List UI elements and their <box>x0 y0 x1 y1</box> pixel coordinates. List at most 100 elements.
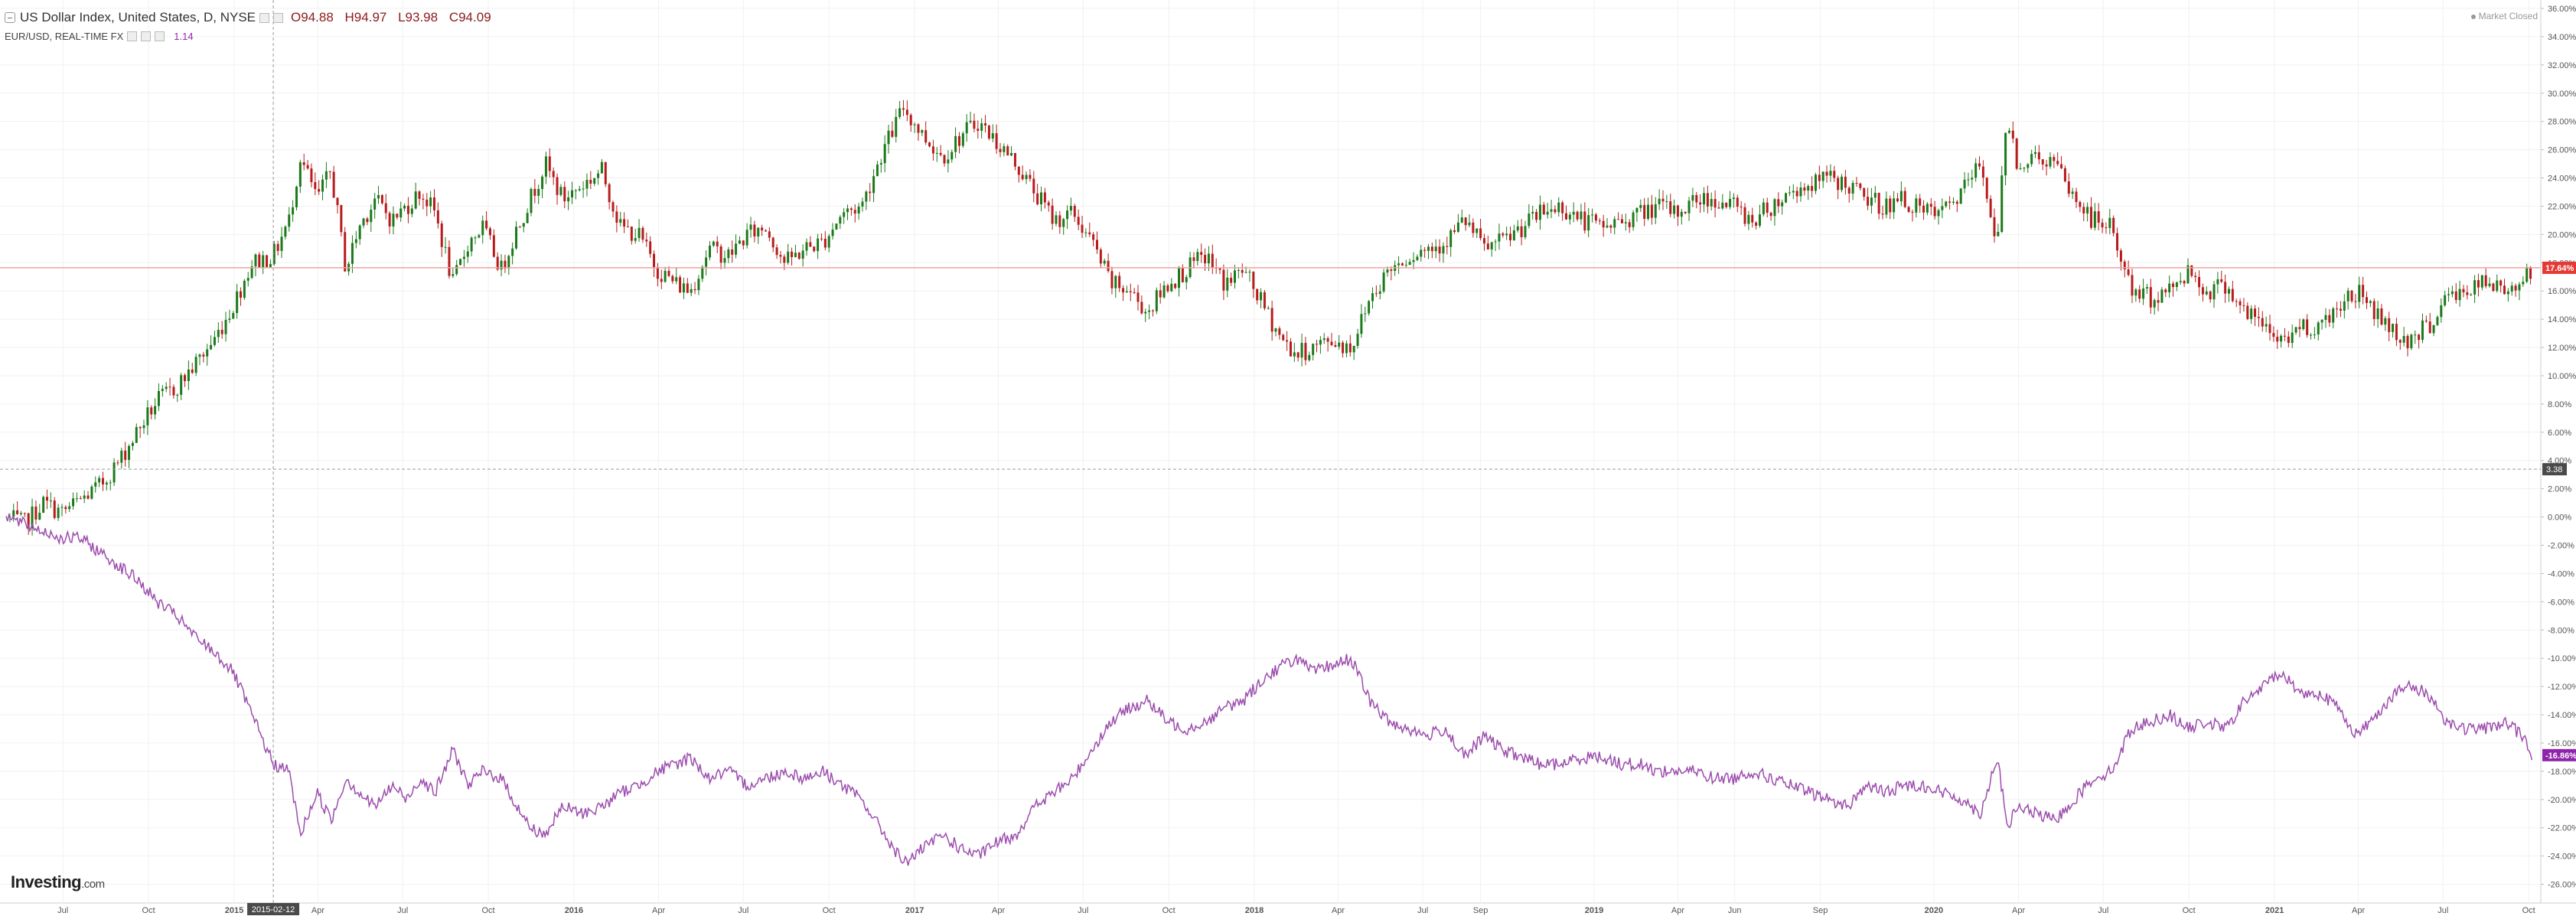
candle <box>1430 242 1433 259</box>
candle <box>727 246 730 263</box>
x-tick-label: Jul <box>397 906 408 915</box>
candle-body <box>1345 343 1348 354</box>
candle <box>1479 218 1482 241</box>
candle-body <box>1055 215 1058 224</box>
candle-body <box>1427 246 1430 251</box>
candle-body <box>2123 261 2126 270</box>
settings-icon[interactable] <box>259 12 270 23</box>
candle-body <box>1204 255 1207 264</box>
candle-body <box>422 198 425 200</box>
candle <box>280 227 283 259</box>
candle <box>1170 278 1173 292</box>
candle-body <box>2004 132 2007 176</box>
main-series-legend[interactable]: US Dollar Index, United States, D, NYSE … <box>5 8 499 28</box>
candle <box>1449 228 1453 257</box>
candle-body <box>947 159 950 164</box>
candle <box>466 246 469 263</box>
candle-body <box>2172 283 2175 288</box>
chart-overlays <box>0 0 2541 903</box>
eye-icon[interactable] <box>141 31 152 41</box>
candle <box>1021 165 1024 181</box>
candle <box>1416 254 1419 262</box>
candle <box>2250 305 2253 324</box>
candle-body <box>1103 260 1106 264</box>
candle <box>931 139 934 161</box>
candle <box>2231 280 2234 303</box>
candle <box>436 202 439 229</box>
candle <box>2432 324 2435 337</box>
candle <box>1505 227 1508 240</box>
candle-body <box>563 187 566 202</box>
candle-body <box>496 256 499 270</box>
candle-body <box>351 243 354 264</box>
candle <box>961 131 964 148</box>
candle-body <box>150 407 153 415</box>
eye-icon[interactable] <box>273 12 284 23</box>
candle-body <box>1564 213 1567 220</box>
candle-body <box>1855 183 1858 184</box>
candle-body <box>794 253 797 257</box>
close-icon[interactable] <box>155 31 165 41</box>
candle <box>883 135 886 173</box>
candle-body <box>1673 205 1676 214</box>
candle-body <box>1821 171 1824 181</box>
candle <box>292 200 295 222</box>
candle <box>660 269 663 289</box>
candle <box>690 283 693 297</box>
candle <box>987 124 990 141</box>
candle-body <box>128 445 131 460</box>
candle <box>2138 285 2141 303</box>
candle-body <box>124 450 127 460</box>
candle <box>1873 186 1877 204</box>
candle-body <box>280 236 283 251</box>
candle-body <box>2291 332 2294 344</box>
candle-body <box>1557 202 1560 213</box>
brand-logo: Investing.com <box>11 872 105 892</box>
candle-body <box>1278 328 1281 335</box>
collapse-toggle-icon[interactable] <box>5 12 15 23</box>
candle-body <box>823 238 827 248</box>
candle-body <box>951 152 954 160</box>
candle-body <box>1482 238 1485 244</box>
candle-body <box>1844 176 1847 188</box>
candle <box>1985 177 1988 204</box>
candle-body <box>1520 226 1523 237</box>
candle-body <box>354 239 357 243</box>
candle-body <box>232 313 235 319</box>
candle-body <box>1382 272 1385 292</box>
candle <box>1282 333 1285 341</box>
candle-body <box>805 242 808 251</box>
candle-body <box>1635 207 1639 213</box>
candle-body <box>157 390 160 406</box>
settings-icon[interactable] <box>127 31 138 41</box>
candle-body <box>1751 214 1754 223</box>
candle <box>2037 145 2040 165</box>
main-last-label-bg <box>2542 261 2576 274</box>
candle <box>2045 159 2048 176</box>
candle-body <box>426 199 429 207</box>
candle-body <box>2190 265 2193 276</box>
candle <box>321 174 324 200</box>
candle <box>1710 192 1713 211</box>
candle-body <box>883 144 886 164</box>
candle-body <box>302 162 305 165</box>
candle-body <box>1669 201 1672 214</box>
candle <box>559 184 562 197</box>
candle <box>1308 351 1311 362</box>
candle <box>1252 271 1255 298</box>
candle <box>1971 169 1974 188</box>
candle <box>1055 211 1058 227</box>
candle-body <box>1811 186 1814 191</box>
candle <box>2261 311 2264 332</box>
candle <box>2097 203 2100 231</box>
candle-body <box>1286 340 1289 342</box>
candle <box>797 252 801 260</box>
candle-body <box>1896 198 1899 202</box>
compare-series-legend[interactable]: EUR/USD, REAL-TIME FX 1.14 <box>5 28 499 44</box>
candle <box>370 204 373 232</box>
candle <box>2105 222 2108 234</box>
candle <box>745 223 748 249</box>
candle <box>1263 289 1266 311</box>
candle <box>533 178 536 204</box>
